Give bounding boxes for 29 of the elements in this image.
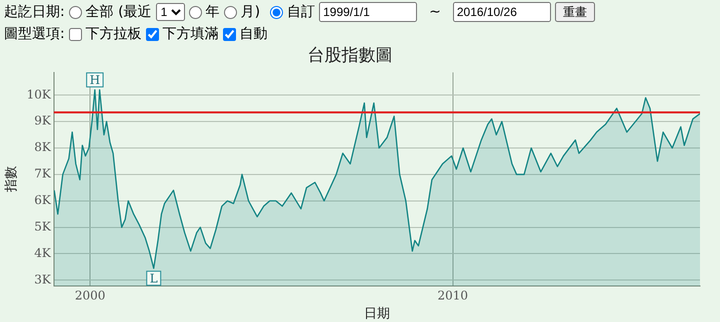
text: 1999/1/1 <box>319 2 418 22</box>
text: 全部 (最近 <box>86 3 152 21</box>
text: ~ <box>429 4 441 20</box>
chart-title: 台股指數圖 <box>308 46 392 66</box>
text: 月) <box>240 3 260 21</box>
y-tick-label: 4K <box>34 246 52 260</box>
y-tick-label: 7K <box>34 166 52 181</box>
x-axis-title: 日期 <box>364 306 390 322</box>
annotation: H <box>90 72 100 87</box>
text: 1 <box>156 3 185 21</box>
text: 自動 <box>240 25 268 43</box>
text: 下方填滿 <box>162 25 219 43</box>
y-tick-label: 6K <box>34 193 52 207</box>
text: 2016/10/26 <box>452 2 551 22</box>
text: 年 <box>206 3 220 21</box>
text: 重畫 <box>554 2 595 22</box>
y-axis-title: 指數 <box>4 166 20 194</box>
text: 圖型選項: <box>4 25 65 43</box>
y-tick-label: 9K <box>34 114 52 128</box>
y-tick-label: 5K <box>34 219 52 234</box>
y-tick-label: 10K <box>26 87 52 102</box>
y-tick-label: 3K <box>34 272 52 286</box>
y-tick-label: 8K <box>34 140 52 154</box>
annotation: L <box>150 271 158 286</box>
x-tick-label: 2010 <box>437 288 468 302</box>
x-tick-label: 2000 <box>74 288 106 302</box>
text: 自訂 <box>287 3 316 21</box>
text: 起訖日期: <box>4 3 65 21</box>
text: 下方拉板 <box>86 25 142 43</box>
